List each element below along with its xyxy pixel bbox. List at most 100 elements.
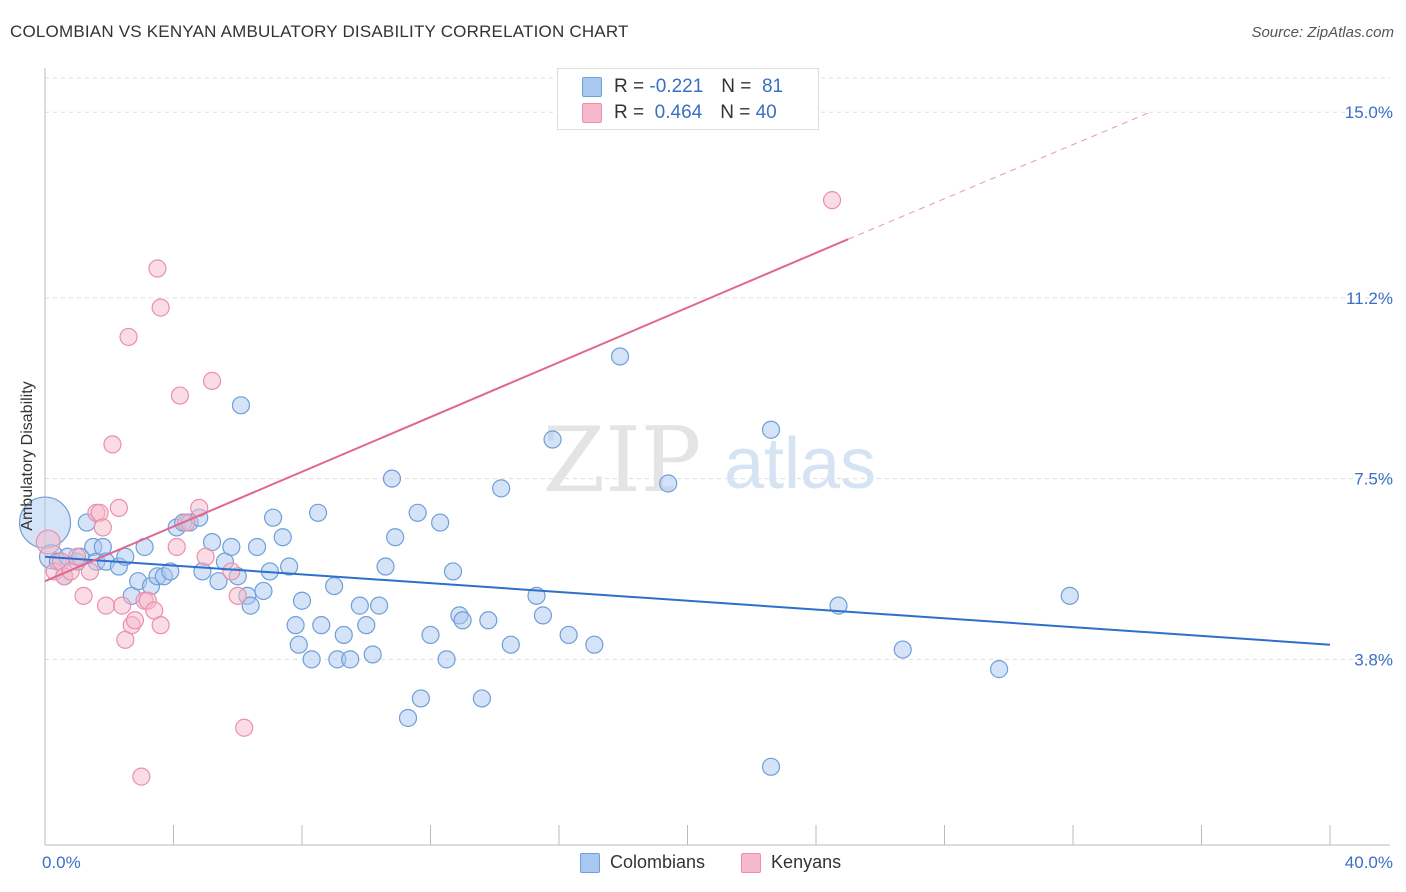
kenyan-trend-line	[44, 238, 849, 583]
trend-layer	[44, 111, 1331, 646]
legend-n-label: N =	[720, 102, 751, 123]
colombian-point	[325, 576, 344, 596]
colombian-point	[431, 513, 450, 532]
y-tick-label: 7.5%	[1354, 470, 1393, 489]
colombian-point	[231, 396, 251, 415]
colombian-point	[222, 537, 241, 557]
legend-label-kenyans: Kenyans	[771, 852, 842, 872]
colombian-point	[292, 591, 312, 610]
colombian-point	[334, 625, 353, 645]
grid-layer	[45, 77, 1390, 660]
legend-r-value: 0.464	[654, 102, 703, 123]
kenyan-point	[151, 298, 170, 317]
colombian-point	[161, 562, 180, 581]
colombian-point	[990, 660, 1009, 679]
chart-title: COLOMBIAN VS KENYAN AMBULATORY DISABILIT…	[10, 22, 629, 41]
colombian-point	[479, 611, 498, 630]
legend-swatch-blue	[582, 77, 602, 97]
legend-swatch-kenyans	[741, 852, 762, 873]
colombian-point	[193, 562, 212, 581]
colombian-point	[308, 503, 328, 522]
kenyan-point	[112, 596, 132, 615]
kenyan-point	[103, 435, 122, 454]
colombian-point	[1060, 586, 1079, 605]
correlation-legend: R = -0.221 N = 81 R = 0.464 N = 40	[557, 68, 819, 130]
legend-label-colombians: Colombians	[610, 852, 706, 872]
kenyan-point	[119, 327, 138, 347]
colombian-point	[341, 650, 360, 669]
kenyan-point	[151, 616, 170, 635]
legend-r-value: -0.221	[649, 76, 704, 97]
kenyan-point	[167, 537, 186, 557]
legend-row-kenyans: R = 0.464 N = 40	[582, 101, 777, 125]
kenyan-point	[148, 259, 167, 278]
legend-n-value: 81	[761, 76, 784, 97]
colombian-point	[273, 528, 292, 547]
tick-labels: 3.8% 7.5% 11.2% 15.0% 0.0% 40.0%	[42, 103, 1393, 872]
colombian-point	[370, 596, 389, 615]
watermark-atlas: atlas	[724, 424, 876, 504]
source-label: Source: ZipAtlas.com	[1251, 24, 1394, 41]
colombian-point	[472, 689, 491, 708]
legend-row-colombians: R = -0.221 N = 81	[582, 75, 783, 99]
kenyan-point	[228, 586, 247, 605]
colombian-point	[247, 537, 267, 557]
colombian-point	[501, 635, 520, 654]
colombian-point	[376, 557, 395, 576]
colombian-point	[421, 625, 440, 645]
legend-n-value: 40	[755, 102, 777, 123]
x-tick-label: 40.0%	[1345, 853, 1393, 872]
legend-item-kenyans: Kenyans	[741, 852, 841, 873]
y-tick-label: 11.2%	[1346, 289, 1393, 308]
legend-r-label: R =	[614, 102, 645, 123]
colombian-point	[761, 757, 781, 776]
kenyan-point	[822, 191, 842, 210]
colombian-point	[492, 479, 511, 498]
colombian-point	[286, 616, 305, 635]
colombian-point	[408, 503, 427, 522]
axis-layer	[44, 68, 1390, 846]
kenyan-point	[90, 503, 109, 522]
colombian-point	[93, 537, 112, 557]
colombian-point	[398, 708, 418, 728]
colombian-point	[411, 689, 430, 708]
kenyan-point	[202, 371, 222, 390]
colombian-point	[254, 581, 273, 601]
points-layer	[18, 191, 1079, 786]
colombian-point	[437, 650, 456, 669]
kenyan-point	[170, 386, 190, 405]
kenyan-point	[132, 767, 151, 786]
legend-swatch-pink	[582, 103, 602, 123]
y-tick-label: 3.8%	[1354, 650, 1393, 669]
colombian-point	[302, 650, 321, 669]
legend-swatch-colombians	[580, 852, 600, 873]
colombian-point	[312, 616, 331, 635]
y-tick-label: 15.0%	[1345, 103, 1393, 122]
colombian-point	[659, 474, 678, 493]
kenyan-point	[68, 547, 87, 566]
kenyan-point	[96, 596, 116, 615]
colombian-point	[209, 572, 228, 591]
colombian-point	[761, 420, 781, 439]
watermark-zip: ZIP	[543, 408, 702, 513]
kenyan-point	[222, 562, 241, 581]
kenyan-point	[235, 718, 254, 737]
colombian-point	[453, 611, 472, 630]
legend-r-label: R =	[614, 76, 645, 97]
x-tick-label: 0.0%	[42, 853, 81, 872]
colombian-point	[559, 625, 578, 645]
colombian-point	[893, 640, 912, 659]
kenyan-point	[125, 611, 145, 630]
colombian-point	[350, 596, 369, 615]
colombian-point	[610, 347, 630, 366]
colombian-point	[363, 645, 382, 664]
kenyan-point	[35, 529, 61, 555]
colombian-point	[585, 635, 604, 654]
colombian-point	[382, 469, 402, 488]
colombian-point	[289, 635, 308, 654]
colombian-point	[357, 616, 376, 635]
watermark: ZIP atlas	[543, 408, 876, 513]
colombian-point	[386, 528, 405, 547]
kenyan-trend-extension	[847, 111, 1151, 240]
